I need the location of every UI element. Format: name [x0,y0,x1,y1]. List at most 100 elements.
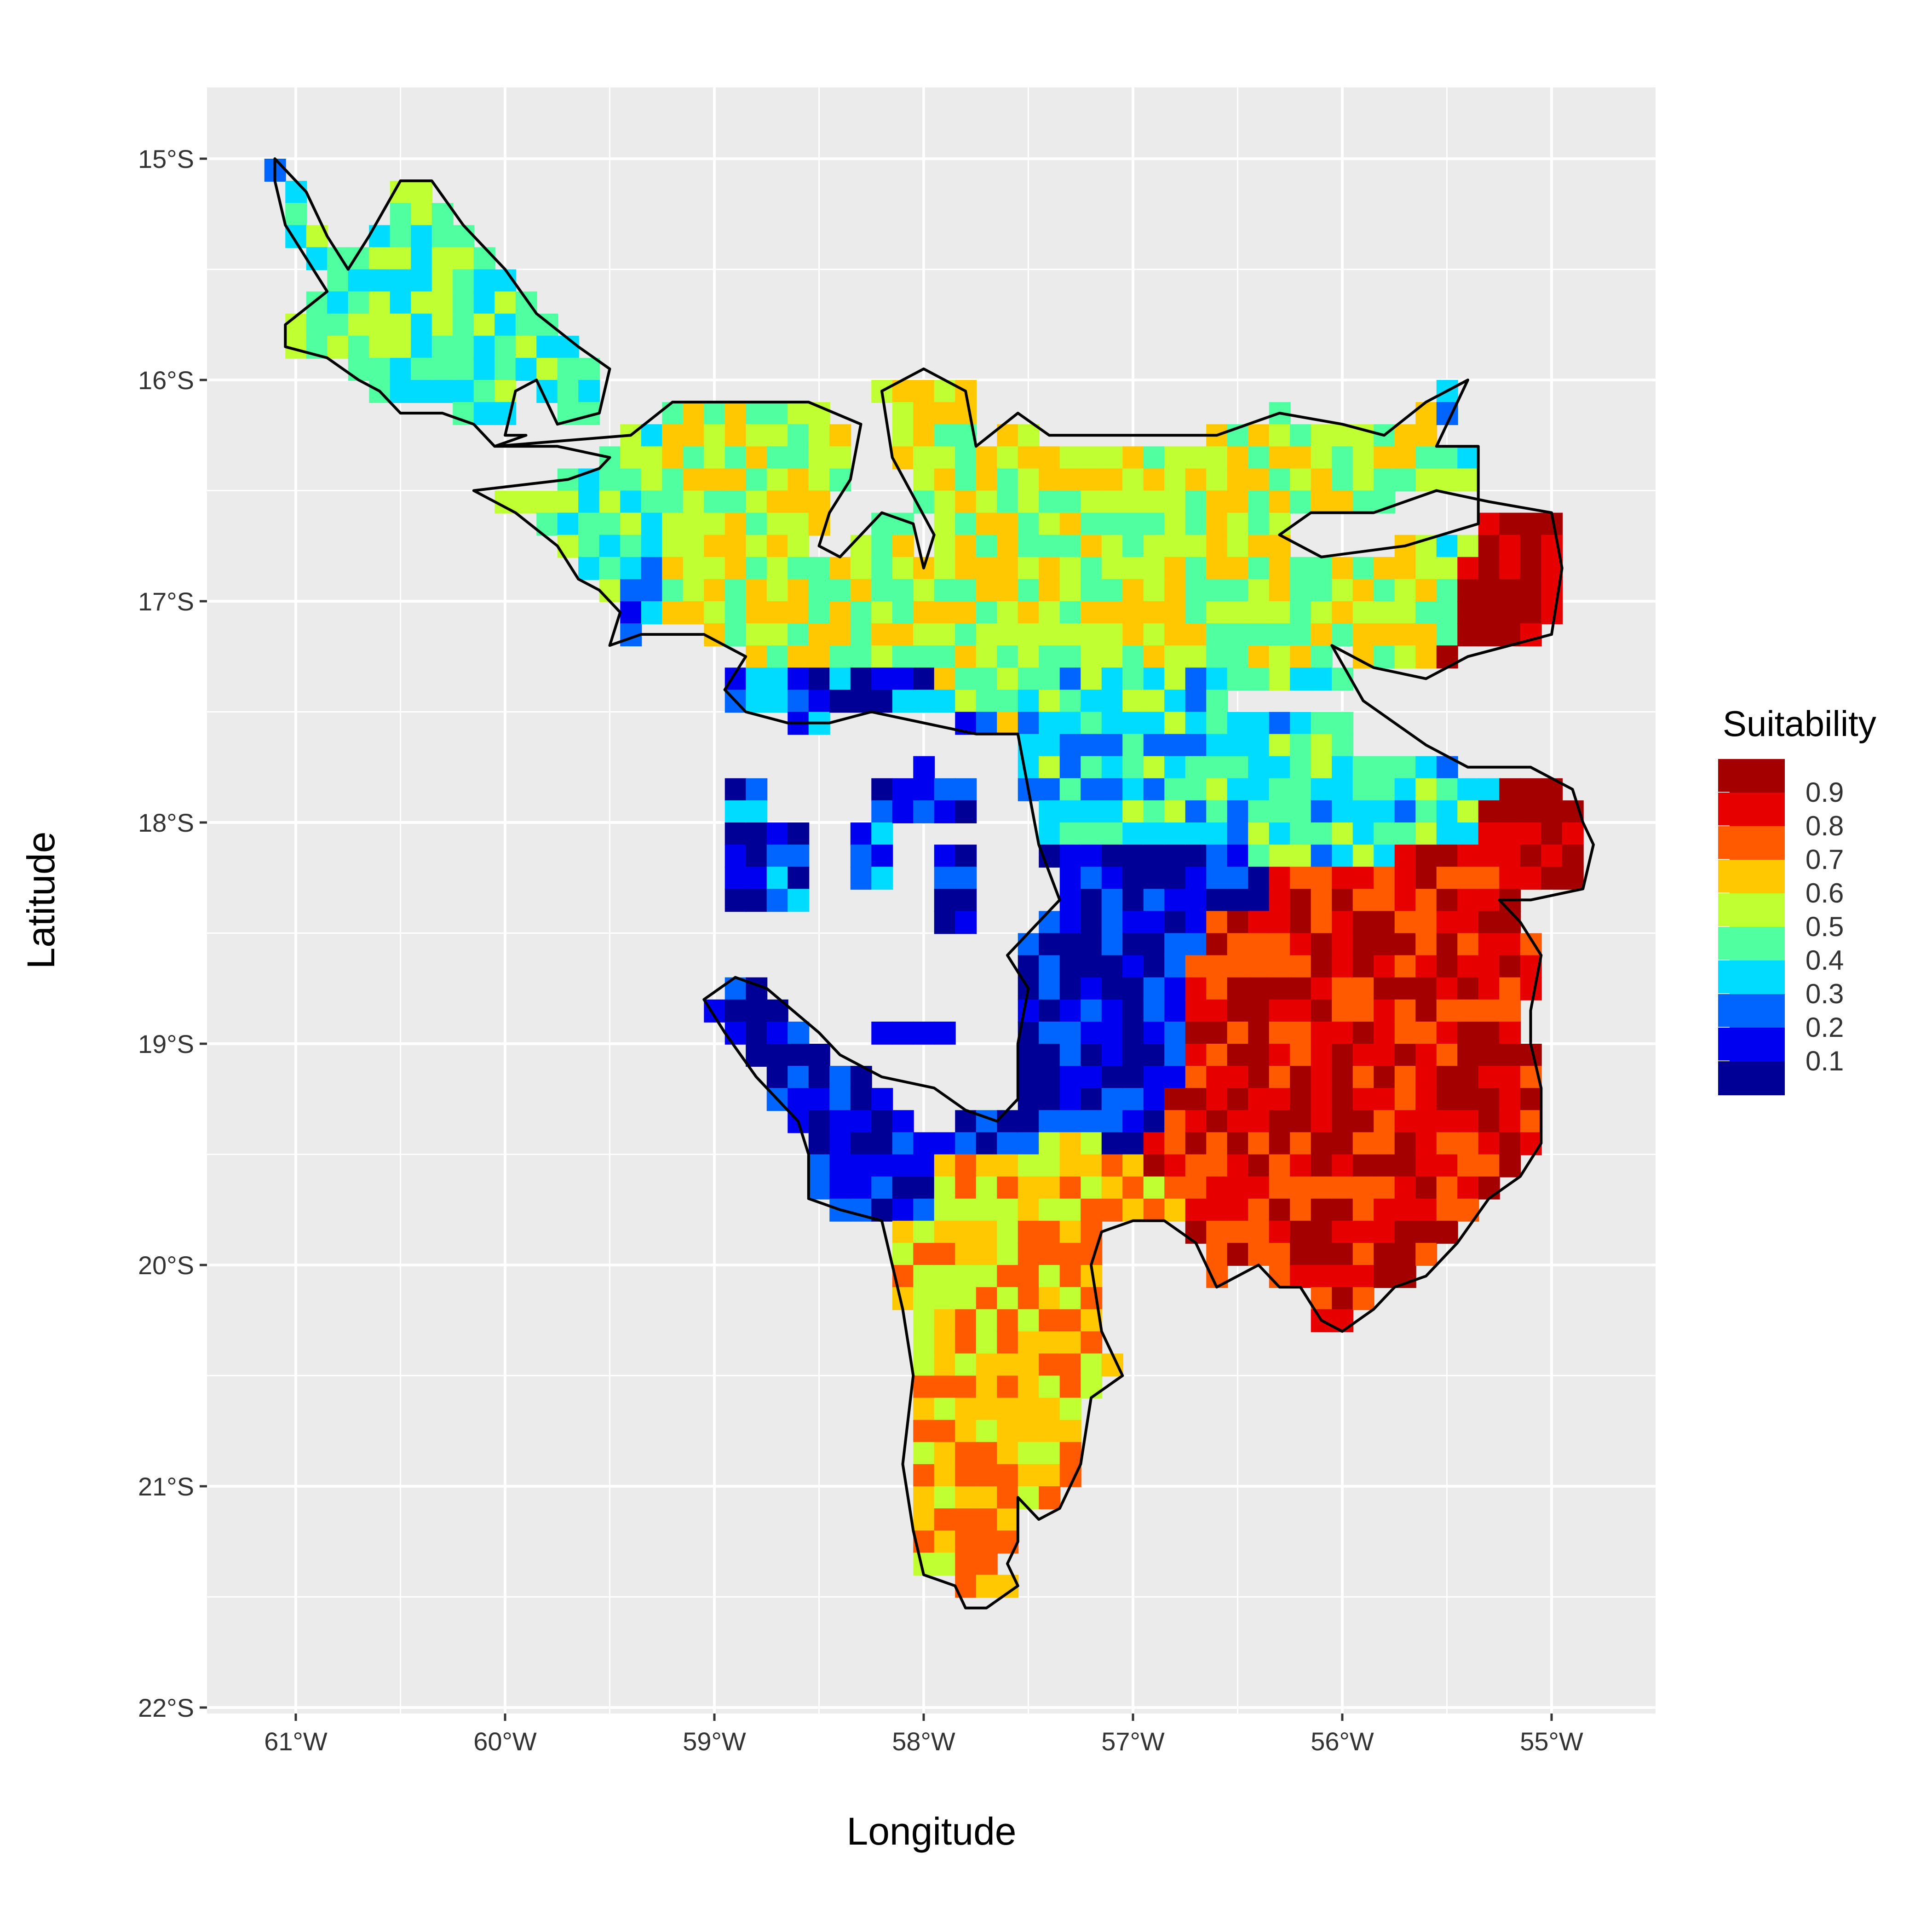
suitability-cell [704,424,726,448]
suitability-cell [494,291,517,315]
suitability-cell [724,778,747,801]
suitability-cell [1059,955,1081,978]
x-tick-label: 59°W [683,1727,746,1756]
suitability-cell [788,468,810,492]
suitability-cell [1290,1044,1312,1067]
suitability-cell [1101,889,1123,912]
suitability-cell [892,402,914,426]
suitability-cell [1248,756,1270,779]
suitability-cell [1143,1044,1165,1067]
suitability-cell [1185,1021,1207,1045]
suitability-cell [1499,955,1521,978]
suitability-cell [997,1242,1019,1266]
suitability-cell [976,1375,998,1399]
suitability-cell [1185,712,1207,735]
suitability-cell [1081,822,1103,845]
suitability-cell [390,313,412,337]
suitability-cell [1081,977,1103,1000]
suitability-cell [1248,579,1270,602]
suitability-cell [1143,1132,1165,1156]
suitability-cell [1227,1154,1249,1178]
suitability-cell [1018,490,1040,514]
suitability-cell [1248,778,1270,801]
suitability-cell [1290,1110,1312,1133]
suitability-cell [1143,557,1165,580]
suitability-cell [808,1110,830,1133]
suitability-cell [704,601,726,624]
suitability-cell [1290,1242,1312,1266]
suitability-cell [1311,579,1333,602]
suitability-cell [1290,734,1312,757]
suitability-cell [1248,446,1270,470]
suitability-cell [976,1442,998,1465]
suitability-cell [1352,845,1374,868]
suitability-cell [871,1132,893,1156]
suitability-cell [1415,1132,1438,1156]
suitability-cell [1457,1176,1479,1200]
suitability-cell [1311,911,1333,934]
suitability-cell [620,512,642,536]
suitability-cell [1436,1198,1458,1222]
suitability-cell [1374,1132,1396,1156]
suitability-cell [1185,1044,1207,1067]
suitability-cell [1248,1220,1270,1244]
suitability-cell [1352,1154,1374,1178]
suitability-cell [746,579,768,602]
suitability-cell [1436,1088,1458,1111]
suitability-cell [1122,712,1144,735]
suitability-cell [1164,955,1186,978]
suitability-cell [1332,889,1354,912]
suitability-cell [1227,1110,1249,1133]
suitability-cell [1352,800,1374,823]
suitability-cell [1101,867,1123,890]
suitability-cell [1081,1375,1103,1399]
suitability-cell [1436,1154,1458,1178]
suitability-cell [1269,1021,1291,1045]
suitability-cell [850,1154,872,1178]
suitability-cell [892,579,914,602]
suitability-cell [746,512,768,536]
suitability-cell [997,512,1019,536]
suitability-cell [829,690,851,713]
suitability-cell [662,512,684,536]
suitability-cell [1436,889,1458,912]
suitability-cell [1290,424,1312,448]
suitability-cell [1039,1331,1061,1355]
suitability-cell [1143,1176,1165,1200]
suitability-cell [1269,955,1291,978]
suitability-cell [1374,867,1396,890]
suitability-cell [1122,512,1144,536]
suitability-cell [1352,778,1374,801]
suitability-cell [1394,557,1416,580]
suitability-cell [620,468,642,492]
suitability-cell [1541,822,1563,845]
suitability-cell [1499,1066,1521,1089]
suitability-cell [913,1287,935,1311]
suitability-cell [1143,955,1165,978]
suitability-cell [1122,911,1144,934]
suitability-cell [997,667,1019,691]
suitability-cell [955,1242,977,1266]
suitability-cell [724,601,747,624]
suitability-cell [1290,1265,1312,1288]
suitability-cell [1018,667,1040,691]
suitability-cell [934,1530,956,1554]
suitability-cell [1206,977,1228,1000]
suitability-cell [1143,512,1165,536]
suitability-cell [1478,822,1500,845]
suitability-cell [515,490,537,514]
suitability-cell [1248,822,1270,845]
suitability-cell [1081,712,1103,735]
suitability-cell [1269,667,1291,691]
suitability-cell [1269,933,1291,956]
suitability-cell [1394,1176,1416,1200]
suitability-cell [1290,712,1312,735]
suitability-cell [1039,756,1061,779]
suitability-cell [1206,822,1228,845]
suitability-cell [1227,512,1249,536]
suitability-cell [913,1176,935,1200]
suitability-cell [1248,1044,1270,1067]
suitability-cell [536,380,558,403]
y-tick-label: 20°S [138,1251,194,1280]
suitability-cell [1081,579,1103,602]
